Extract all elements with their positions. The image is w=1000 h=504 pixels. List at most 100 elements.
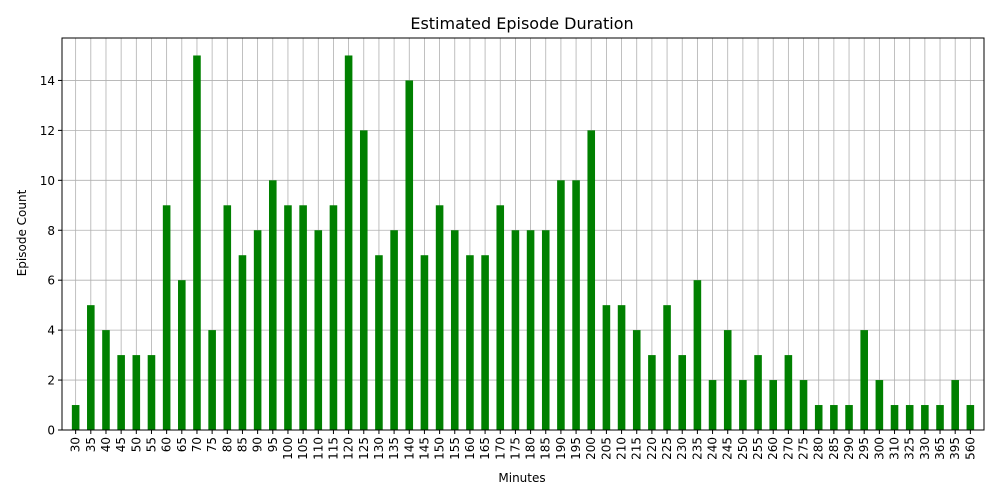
bar-40 bbox=[102, 330, 110, 430]
bar-110 bbox=[314, 230, 323, 430]
bar-310 bbox=[890, 405, 899, 430]
bar-155 bbox=[450, 230, 459, 430]
x-tick-label: 275 bbox=[797, 437, 811, 460]
x-tick-label: 30 bbox=[69, 437, 83, 452]
x-tick-label: 300 bbox=[872, 437, 886, 460]
x-tick-label: 105 bbox=[296, 437, 310, 460]
bar-85 bbox=[238, 255, 247, 430]
bar-195 bbox=[572, 180, 580, 430]
bars-layer bbox=[71, 55, 975, 430]
bar-210 bbox=[617, 305, 626, 430]
x-tick-label: 85 bbox=[235, 437, 249, 452]
bar-225 bbox=[663, 305, 671, 430]
bar-365 bbox=[936, 405, 944, 430]
x-tick-label: 120 bbox=[342, 437, 356, 460]
x-tick-label: 210 bbox=[615, 437, 629, 460]
x-tick-label: 225 bbox=[660, 437, 674, 460]
x-tick-label: 165 bbox=[478, 437, 492, 460]
bar-140 bbox=[405, 80, 414, 430]
y-tick-label: 2 bbox=[47, 374, 55, 388]
bar-175 bbox=[511, 230, 520, 430]
x-tick-label: 560 bbox=[963, 437, 977, 460]
x-tick-label: 55 bbox=[144, 437, 158, 452]
bar-255 bbox=[754, 355, 762, 430]
bar-285 bbox=[830, 405, 838, 430]
chart-title: Estimated Episode Duration bbox=[410, 14, 633, 33]
x-tick-label: 65 bbox=[175, 437, 189, 452]
x-tick-label: 100 bbox=[281, 437, 295, 460]
bar-205 bbox=[602, 305, 611, 430]
x-tick-label: 125 bbox=[357, 437, 371, 460]
bar-70 bbox=[193, 55, 201, 430]
x-tick-label: 140 bbox=[402, 437, 416, 460]
bar-270 bbox=[784, 355, 793, 430]
bar-80 bbox=[223, 205, 232, 430]
bar-95 bbox=[268, 180, 277, 430]
bar-235 bbox=[693, 280, 702, 430]
x-tick-label: 395 bbox=[948, 437, 962, 460]
y-tick-label: 0 bbox=[47, 424, 55, 438]
bar-135 bbox=[390, 230, 398, 430]
bar-275 bbox=[799, 380, 808, 430]
bar-130 bbox=[375, 255, 383, 430]
x-tick-label: 195 bbox=[569, 437, 583, 460]
bar-325 bbox=[905, 405, 914, 430]
y-tick-label: 14 bbox=[40, 74, 55, 88]
bar-75 bbox=[208, 330, 216, 430]
y-tick-label: 10 bbox=[40, 174, 55, 188]
bar-160 bbox=[466, 255, 474, 430]
x-tick-label: 255 bbox=[751, 437, 765, 460]
x-tick-label: 365 bbox=[933, 437, 947, 460]
bar-180 bbox=[526, 230, 535, 430]
bar-280 bbox=[814, 405, 823, 430]
x-tick-label: 75 bbox=[205, 437, 219, 452]
x-tick-label: 240 bbox=[706, 437, 720, 460]
bar-300 bbox=[875, 380, 884, 430]
x-tick-label: 295 bbox=[857, 437, 871, 460]
x-tick-label: 290 bbox=[842, 437, 856, 460]
x-tick-label: 280 bbox=[812, 437, 826, 460]
bar-120 bbox=[344, 55, 353, 430]
bar-185 bbox=[541, 230, 550, 430]
y-tick-label: 6 bbox=[47, 274, 55, 288]
x-tick-label: 285 bbox=[827, 437, 841, 460]
bar-150 bbox=[435, 205, 444, 430]
x-tick-label: 215 bbox=[630, 437, 644, 460]
x-tick-label: 205 bbox=[599, 437, 613, 460]
bar-395 bbox=[951, 380, 959, 430]
x-tick-label: 110 bbox=[311, 437, 325, 460]
bar-295 bbox=[860, 330, 868, 430]
x-axis-label: Minutes bbox=[498, 471, 545, 485]
bar-125 bbox=[359, 130, 368, 430]
bar-145 bbox=[420, 255, 429, 430]
x-tick-label: 245 bbox=[721, 437, 735, 460]
bar-90 bbox=[253, 230, 262, 430]
x-tick-label: 115 bbox=[326, 437, 340, 460]
x-tick-label: 35 bbox=[84, 437, 98, 452]
bar-50 bbox=[132, 355, 141, 430]
x-tick-label: 160 bbox=[463, 437, 477, 460]
x-tick-label: 200 bbox=[584, 437, 598, 460]
y-tick-label: 4 bbox=[47, 324, 55, 338]
bar-560 bbox=[966, 405, 975, 430]
bar-55 bbox=[147, 355, 156, 430]
x-tick-label: 95 bbox=[266, 437, 280, 452]
bar-215 bbox=[632, 330, 641, 430]
bar-190 bbox=[557, 180, 565, 430]
bar-200 bbox=[587, 130, 596, 430]
x-tick-label: 230 bbox=[675, 437, 689, 460]
bar-105 bbox=[299, 205, 307, 430]
x-tick-label: 220 bbox=[645, 437, 659, 460]
bar-100 bbox=[284, 205, 292, 430]
x-tick-label: 190 bbox=[554, 437, 568, 460]
y-axis-label: Episode Count bbox=[15, 189, 29, 276]
x-tick-label: 150 bbox=[433, 437, 447, 460]
bar-245 bbox=[723, 330, 732, 430]
x-tick-label: 185 bbox=[539, 437, 553, 460]
x-tick-label: 40 bbox=[99, 437, 113, 452]
x-tick-label: 250 bbox=[736, 437, 750, 460]
x-tick-label: 170 bbox=[493, 437, 507, 460]
